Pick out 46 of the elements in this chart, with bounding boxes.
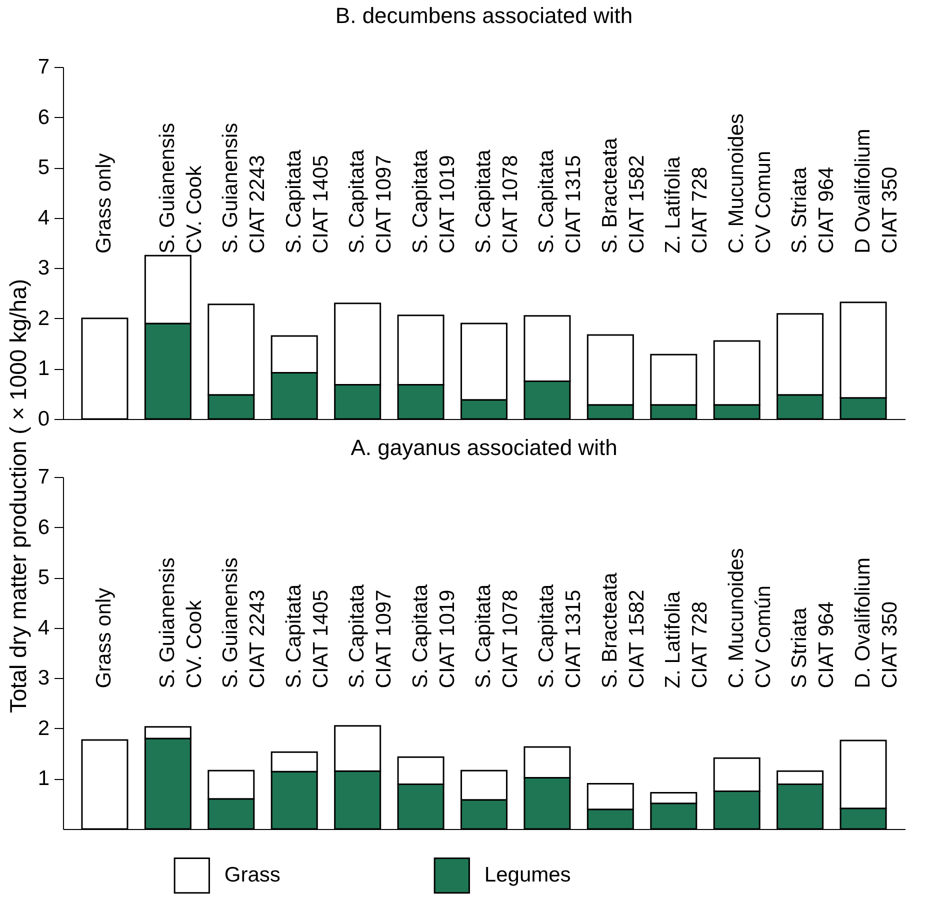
x-tick-label: S. Guianensis CV. Cook: [156, 122, 206, 254]
x-tick-label: S. Guianensis CIAT 2243: [219, 122, 270, 254]
x-tick-label: C. Mucunoides CV Comun: [724, 113, 775, 254]
x-tick-label: S. Capitata CIAT 1078: [472, 584, 522, 688]
x-tick-label: Z. Latifolia CIAT 728: [662, 591, 712, 688]
y-tick-label: 6: [38, 106, 50, 129]
x-tick-label: S. Striata CIAT 964: [788, 166, 838, 254]
x-tick-label: S. Capitata CIAT 1019: [408, 584, 459, 688]
x-tick-label: S. Capitata CIAT 1405: [282, 584, 332, 688]
x-tick-label: S. Capitata CIAT 1097: [346, 149, 396, 254]
x-tick-label: S. Capitata CIAT 1019: [408, 149, 459, 254]
chart-title: B. decumbens associated with: [335, 3, 633, 28]
y-tick-label: 5: [38, 156, 50, 180]
x-tick-label: S. Capitata CIAT 1315: [535, 149, 586, 254]
x-tick-label: S. Bracteata CIAT 1582: [598, 138, 648, 254]
y-tick-label: 7: [38, 56, 50, 78]
x-tick-label: C. Mucunoides CV Común: [724, 548, 775, 688]
chart-title: A. gayanus associated with: [350, 435, 618, 460]
y-tick-label: 6: [38, 516, 50, 539]
y-tick-label: 1: [38, 767, 50, 790]
legend-label: Legumes: [484, 864, 571, 887]
y-tick-label: 3: [38, 256, 50, 280]
x-tick-label: S. Capitata CIAT 1097: [346, 584, 396, 688]
y-tick-label: 5: [38, 566, 50, 590]
x-tick-label: S. Capitata CIAT 1078: [472, 149, 522, 254]
x-tick-label: S. Guianensis CIAT 2243: [219, 557, 270, 688]
y-tick-label: 2: [38, 306, 50, 330]
y-axis-title: Total dry matter production ( × 1000 kg/ha): [5, 278, 31, 714]
x-tick-label: S. Bracteata CIAT 1582: [598, 572, 648, 688]
y-tick-label: 2: [38, 716, 50, 740]
x-tick-label: D. Ovalifolium CIAT 350: [851, 557, 902, 688]
y-tick-label: 1: [38, 357, 50, 380]
y-tick-label: 4: [38, 616, 50, 640]
x-tick-label: D Ovalifolium CIAT 350: [851, 128, 902, 254]
x-tick-label: S. Capitata CIAT 1315: [535, 584, 586, 688]
x-tick-label: Z. Latifolia CIAT 728: [662, 156, 712, 254]
x-tick-label: S. Capitata CIAT 1405: [282, 149, 332, 254]
y-tick-label: 3: [38, 666, 50, 690]
y-tick-label: 0: [38, 408, 50, 430]
x-tick-label: S. Guianensis CV. Cook: [156, 557, 206, 688]
y-tick-label: 4: [38, 206, 50, 230]
x-tick-label: Grass only: [92, 152, 116, 254]
x-tick-label: S Striata CIAT 964: [788, 601, 838, 688]
legend-label: Grass: [224, 864, 280, 887]
y-tick-label: 7: [38, 466, 50, 488]
x-tick-label: Grass only: [92, 587, 116, 688]
